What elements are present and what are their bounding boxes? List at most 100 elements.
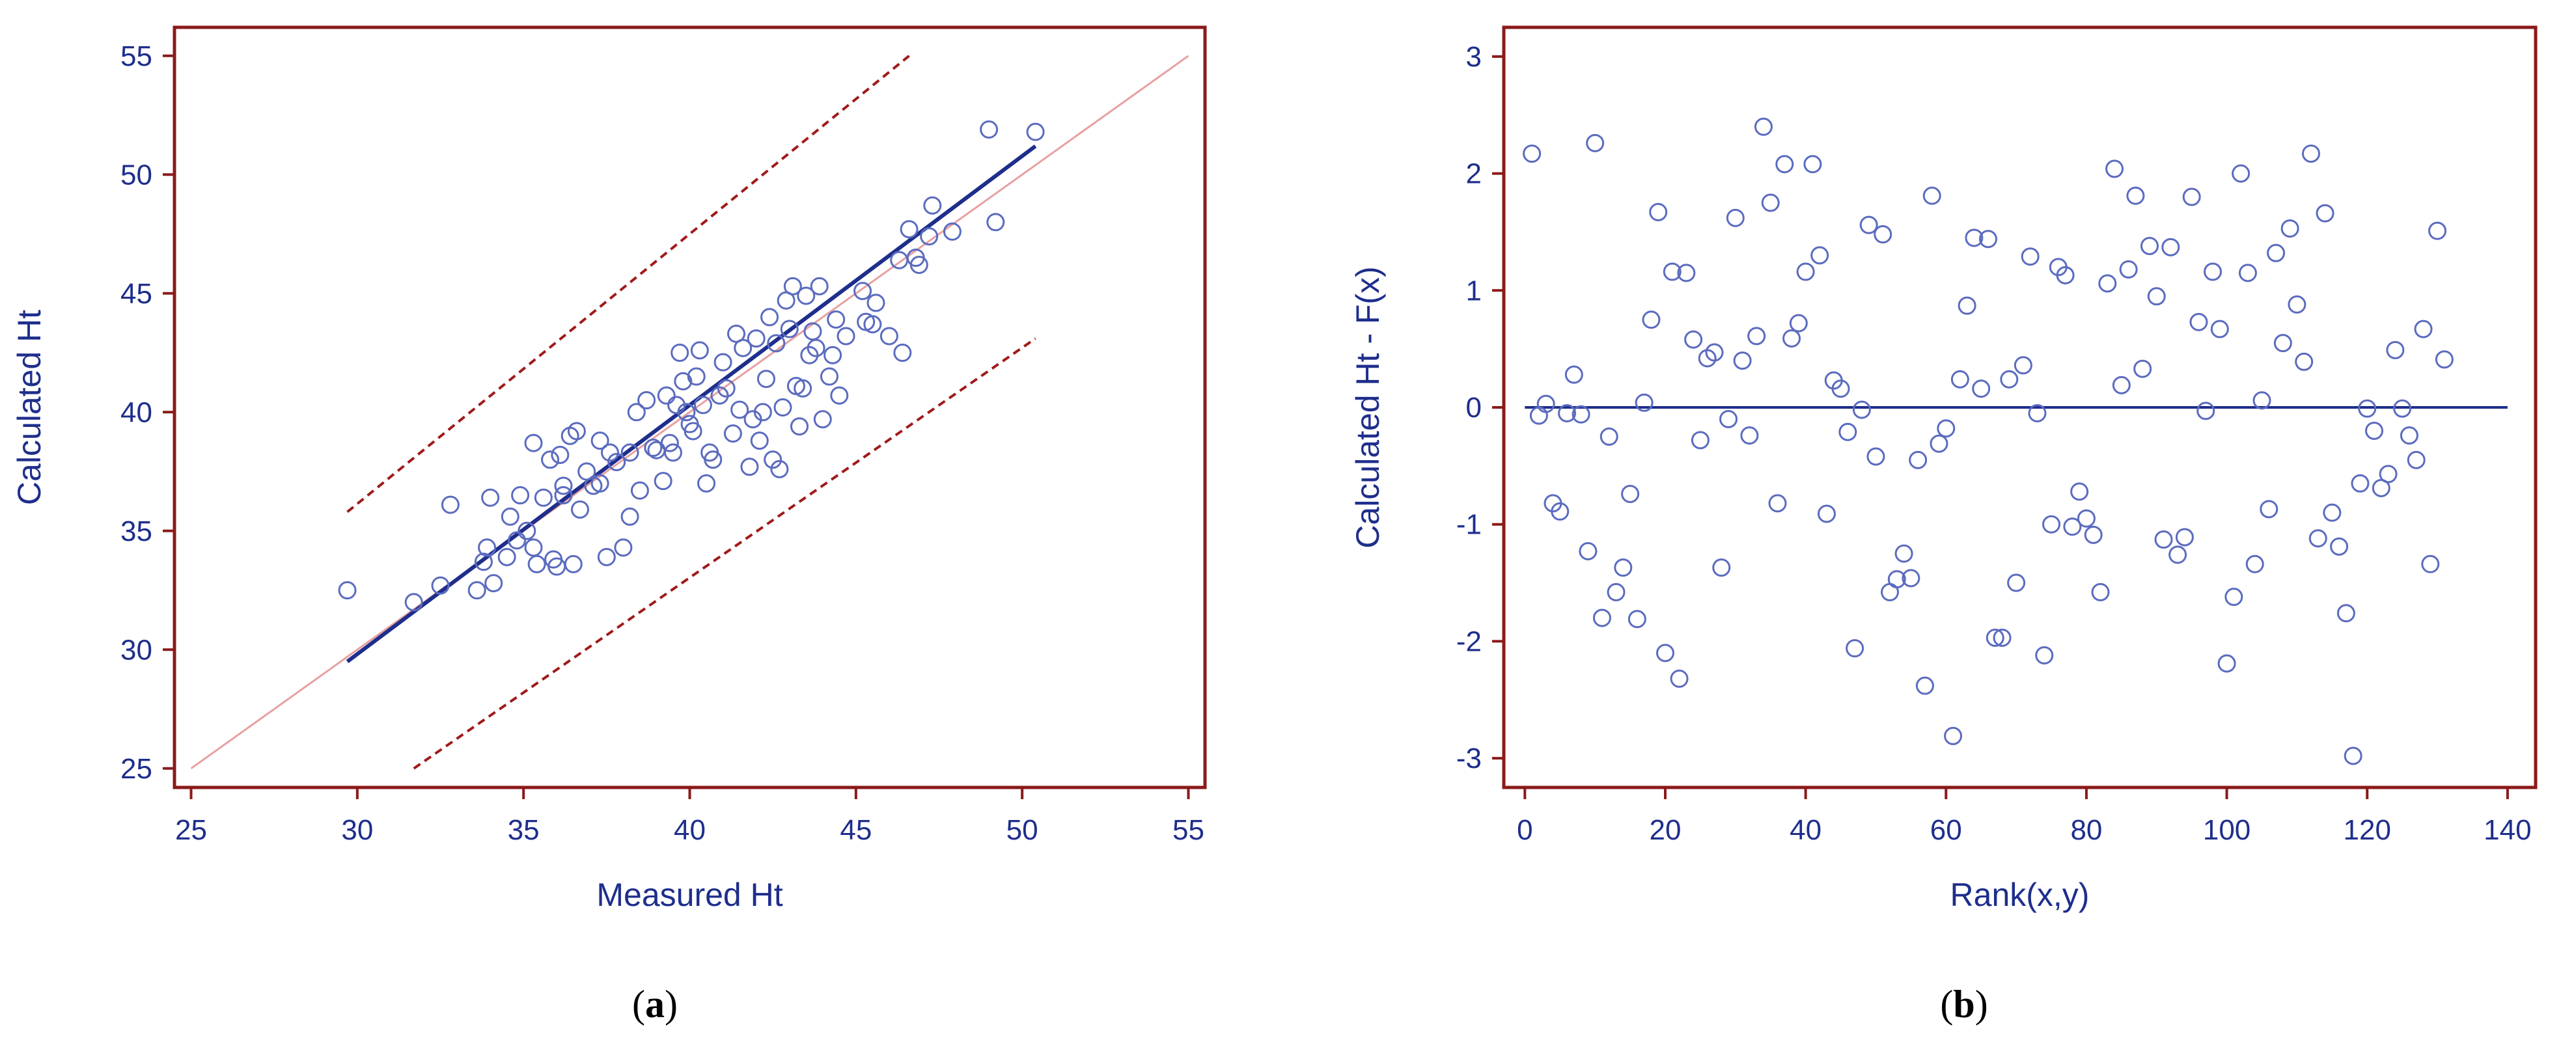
data-point: [2147, 287, 2166, 306]
x-tick-label: 40: [1790, 814, 1821, 846]
data-point: [723, 424, 742, 443]
data-point: [1564, 365, 1583, 384]
data-point: [943, 222, 962, 241]
data-point: [1663, 262, 1682, 281]
y-tick-label: 0: [1466, 392, 1482, 424]
data-point: [764, 450, 782, 469]
data-point: [730, 400, 749, 419]
data-point: [780, 320, 799, 338]
data-point: [1670, 669, 1689, 688]
x-tick-label: 30: [341, 814, 373, 846]
data-point: [920, 227, 939, 246]
data-point: [2245, 554, 2264, 573]
data-point: [2091, 582, 2110, 601]
data-point: [866, 294, 885, 312]
data-point: [773, 398, 792, 417]
data-point: [554, 476, 573, 495]
panel-label: (a): [632, 983, 678, 1026]
x-tick-label: 80: [2070, 814, 2102, 846]
data-point: [2119, 260, 2138, 279]
x-tick-label: 45: [840, 814, 872, 846]
data-point: [824, 346, 842, 364]
data-point: [1944, 726, 1963, 745]
data-point: [1768, 494, 1787, 513]
data-point: [1592, 608, 1611, 627]
data-point: [630, 481, 649, 500]
y-tick-label: 3: [1466, 41, 1482, 73]
data-point: [750, 431, 769, 450]
data-point: [684, 422, 702, 441]
data-point: [2210, 320, 2229, 338]
data-point: [734, 338, 753, 357]
y-tick-label: 40: [120, 396, 152, 428]
data-point: [1922, 186, 1941, 205]
data-point: [1978, 230, 1997, 249]
data-point: [1972, 379, 1991, 398]
data-point: [2273, 334, 2292, 353]
data-point: [534, 488, 553, 507]
data-point: [2126, 186, 2145, 205]
data-point: [2344, 746, 2362, 765]
data-point: [2014, 356, 2032, 375]
data-point: [2336, 604, 2355, 623]
data-point: [2168, 545, 2187, 564]
data-point: [2372, 478, 2390, 497]
data-point: [2288, 295, 2306, 314]
data-point: [760, 308, 779, 327]
data-point: [1950, 370, 1969, 389]
data-point: [501, 507, 519, 526]
data-point: [1655, 644, 1674, 662]
data-point: [518, 521, 536, 540]
data-point: [1614, 558, 1633, 577]
data-point: [879, 327, 898, 346]
data-point: [790, 417, 809, 436]
x-axis-title: Measured Ht: [596, 877, 782, 913]
data-point: [2021, 247, 2040, 266]
data-point: [783, 277, 802, 295]
data-point: [1887, 570, 1906, 589]
data-point: [863, 315, 882, 334]
data-point: [657, 386, 676, 405]
y-tick-label: -3: [1456, 743, 1482, 774]
data-point: [1600, 427, 1618, 446]
data-point: [1607, 582, 1626, 601]
x-tick-label: 50: [1006, 814, 1038, 846]
data-point: [1930, 434, 1948, 453]
x-axis-title: Rank(x,y): [1950, 877, 2090, 913]
data-point: [1782, 329, 1801, 348]
data-point: [1621, 484, 1640, 503]
data-point: [2435, 350, 2454, 369]
data-point: [1691, 431, 1710, 450]
y-tick-label: 55: [120, 40, 152, 72]
y-tick-label: 25: [120, 753, 152, 785]
data-point: [1902, 569, 1920, 588]
x-tick-label: 0: [1517, 814, 1532, 846]
data-point: [663, 443, 682, 462]
x-tick-label: 25: [175, 814, 207, 846]
x-tick-label: 20: [1650, 814, 1682, 846]
data-point: [1712, 558, 1731, 577]
data-point: [431, 576, 450, 595]
data-point: [2400, 426, 2418, 445]
data-point: [2393, 399, 2412, 418]
data-point: [803, 322, 822, 341]
data-point: [2000, 370, 2019, 389]
y-tick-label: -2: [1456, 625, 1482, 657]
x-tick-label: 35: [508, 814, 540, 846]
data-point: [2175, 528, 2194, 547]
data-point: [637, 391, 656, 410]
data-point: [541, 450, 560, 469]
data-point: [2351, 474, 2370, 493]
data-point: [1761, 193, 1780, 212]
data-point: [597, 547, 616, 566]
data-point: [2056, 266, 2075, 284]
data-point: [900, 220, 919, 239]
data-point: [2252, 391, 2271, 410]
data-point: [1859, 215, 1878, 234]
data-point: [1536, 394, 1555, 413]
data-point: [677, 403, 696, 422]
data-point: [1572, 405, 1590, 424]
y-axis-title: Calculated Ht - F(x): [1350, 266, 1386, 548]
y-tick-label: 50: [120, 159, 152, 191]
chart-panel-a: 25 30 35 40 45 50 55 25 30 35 40 45 50 55 Measured Ht C…: [11, 25, 1207, 1026]
